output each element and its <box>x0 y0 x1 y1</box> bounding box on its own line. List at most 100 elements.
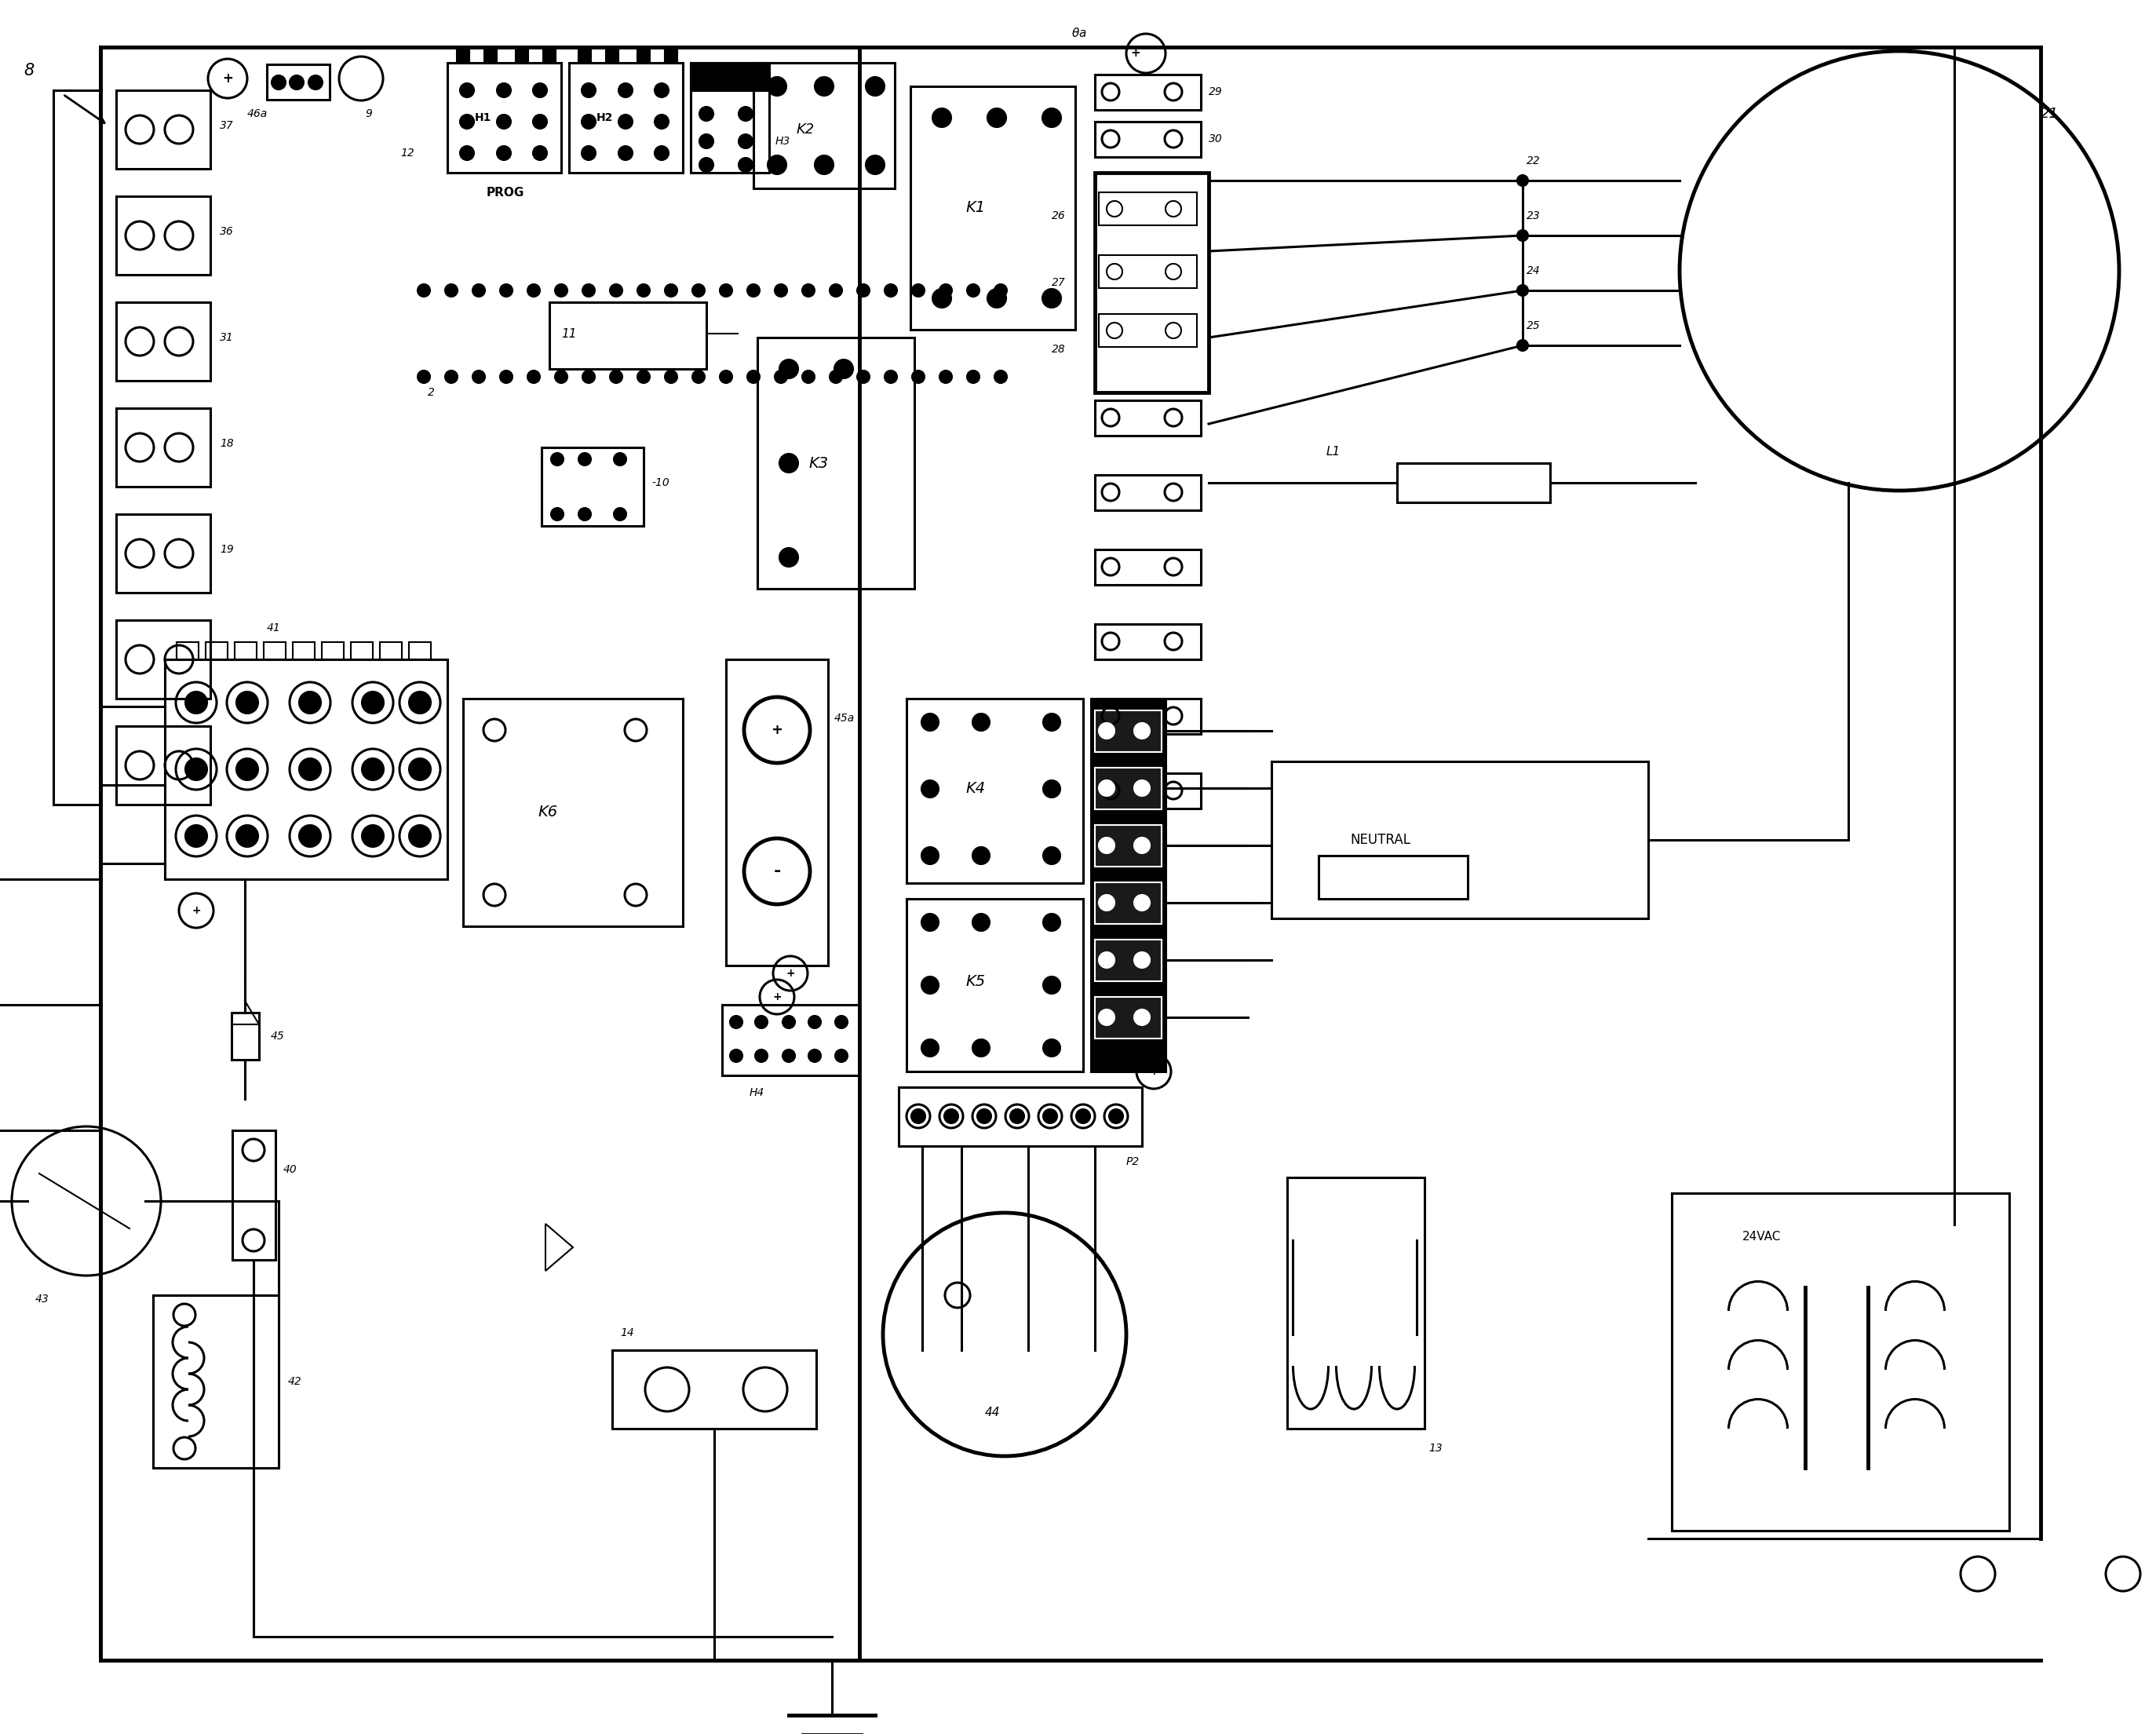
Circle shape <box>994 371 1007 383</box>
Text: +: + <box>192 905 201 916</box>
Circle shape <box>582 284 595 297</box>
Circle shape <box>496 146 511 160</box>
Circle shape <box>802 284 815 297</box>
Circle shape <box>808 1016 821 1028</box>
Circle shape <box>300 692 321 713</box>
Circle shape <box>977 1110 992 1124</box>
Text: $\theta$a: $\theta$a <box>1072 26 1087 40</box>
Circle shape <box>1076 1110 1091 1124</box>
Circle shape <box>552 508 563 520</box>
Circle shape <box>1518 231 1529 241</box>
Bar <box>1100 255 1197 288</box>
Circle shape <box>533 114 548 128</box>
Bar <box>690 62 770 173</box>
Circle shape <box>740 134 752 149</box>
Bar <box>235 642 257 659</box>
Bar <box>606 49 619 62</box>
Circle shape <box>237 758 259 780</box>
Circle shape <box>699 134 714 149</box>
Bar <box>1095 401 1201 435</box>
Text: 25: 25 <box>1526 321 1542 331</box>
Circle shape <box>472 284 485 297</box>
Bar <box>1095 699 1201 733</box>
Circle shape <box>867 156 884 173</box>
Circle shape <box>987 290 1007 307</box>
Text: 12: 12 <box>401 147 414 158</box>
Circle shape <box>459 114 474 128</box>
Text: 44: 44 <box>985 1406 1000 1418</box>
Circle shape <box>815 156 834 173</box>
Text: 26: 26 <box>1052 210 1065 222</box>
Circle shape <box>699 108 714 121</box>
Bar <box>910 87 1076 329</box>
Bar <box>321 642 343 659</box>
Circle shape <box>582 146 595 160</box>
Bar <box>1095 825 1162 867</box>
Circle shape <box>987 108 1007 127</box>
Circle shape <box>1100 895 1115 910</box>
Bar <box>177 642 198 659</box>
Text: H2: H2 <box>597 113 612 123</box>
Circle shape <box>740 158 752 172</box>
Bar <box>1100 192 1197 225</box>
Circle shape <box>1100 723 1115 739</box>
Circle shape <box>500 284 513 297</box>
Text: 22: 22 <box>1526 156 1542 166</box>
Bar <box>1095 773 1201 808</box>
Circle shape <box>300 825 321 846</box>
Circle shape <box>237 825 259 846</box>
Circle shape <box>610 284 623 297</box>
Text: 41: 41 <box>267 623 280 633</box>
Circle shape <box>610 371 623 383</box>
Circle shape <box>972 713 990 730</box>
Bar <box>267 64 330 99</box>
Circle shape <box>720 284 733 297</box>
Circle shape <box>921 780 938 798</box>
Text: -10: -10 <box>651 477 668 489</box>
Circle shape <box>699 158 714 172</box>
Text: 2: 2 <box>427 387 436 399</box>
Text: +: + <box>1130 47 1141 59</box>
Text: 29: 29 <box>1210 87 1222 97</box>
Text: K1: K1 <box>966 201 985 215</box>
Text: +: + <box>772 723 783 737</box>
Circle shape <box>830 371 843 383</box>
Circle shape <box>1044 780 1061 798</box>
Circle shape <box>1100 952 1115 968</box>
Circle shape <box>362 825 384 846</box>
Text: +: + <box>1149 1066 1158 1077</box>
Text: 46a: 46a <box>248 108 267 120</box>
Circle shape <box>300 758 321 780</box>
Text: 24: 24 <box>1526 265 1542 276</box>
Bar <box>116 90 211 168</box>
Circle shape <box>619 83 632 97</box>
Circle shape <box>720 371 733 383</box>
Circle shape <box>1044 713 1061 730</box>
Bar <box>1091 699 1166 1072</box>
Circle shape <box>1134 1009 1149 1025</box>
Bar <box>899 1087 1143 1146</box>
Bar <box>351 642 373 659</box>
Text: 42: 42 <box>289 1377 302 1387</box>
Circle shape <box>1011 1110 1024 1124</box>
Text: -: - <box>774 864 780 879</box>
Bar <box>612 1351 817 1429</box>
Circle shape <box>834 359 854 378</box>
Text: 19: 19 <box>220 544 233 555</box>
Circle shape <box>931 108 951 127</box>
Circle shape <box>1044 846 1061 864</box>
Circle shape <box>912 371 925 383</box>
Circle shape <box>418 371 429 383</box>
Bar <box>1095 940 1162 981</box>
Circle shape <box>638 284 649 297</box>
Circle shape <box>921 1039 938 1056</box>
Circle shape <box>444 284 457 297</box>
Circle shape <box>972 914 990 931</box>
Bar <box>153 1295 278 1469</box>
Circle shape <box>815 76 834 95</box>
Circle shape <box>638 371 649 383</box>
Text: 36: 36 <box>220 225 233 238</box>
Circle shape <box>185 758 207 780</box>
Bar <box>569 62 683 173</box>
Text: 45: 45 <box>272 1030 285 1042</box>
